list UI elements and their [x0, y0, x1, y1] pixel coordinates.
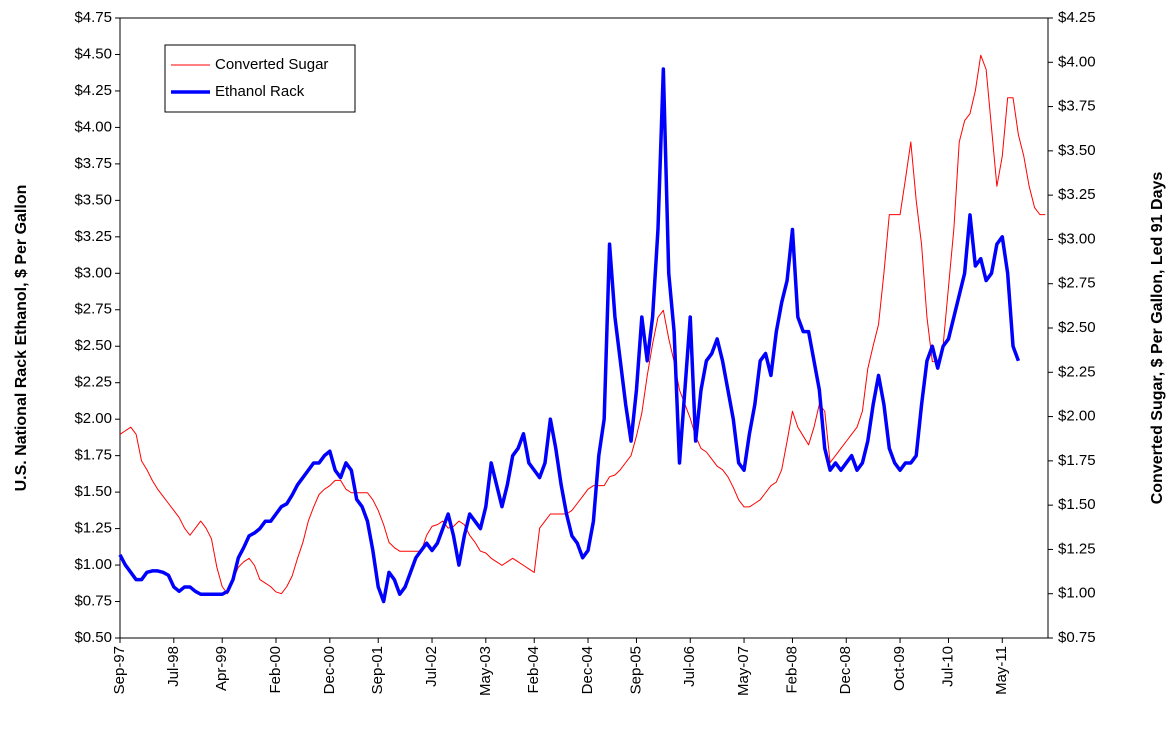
y2-tick-label: $2.75: [1058, 275, 1096, 292]
y-tick-label: $2.00: [74, 410, 112, 427]
y-tick-label: $2.25: [74, 374, 112, 391]
y2-tick-label: $2.00: [1058, 408, 1096, 425]
y2-tick-label: $4.00: [1058, 53, 1096, 70]
y2-tick-label: $3.00: [1058, 230, 1096, 247]
y-tick-label: $0.50: [74, 629, 112, 646]
y2-tick-label: $1.75: [1058, 452, 1096, 469]
series-line: [118, 67, 1021, 604]
y-tick-label: $4.00: [74, 118, 112, 135]
y2-tick-label: $0.75: [1058, 629, 1096, 646]
x-tick-label: Sep-01: [369, 646, 386, 694]
y-tick-label: $3.75: [74, 155, 112, 172]
y-tick-label: $0.75: [74, 592, 112, 609]
y-tick-label: $2.50: [74, 337, 112, 354]
y2-axis-title: Converted Sugar, $ Per Gallon, Led 91 Da…: [1149, 172, 1166, 505]
x-tick-label: May-11: [993, 646, 1010, 695]
y2-tick-label: $1.50: [1058, 496, 1096, 513]
y-tick-label: $1.25: [74, 520, 112, 537]
y-tick-label: $3.00: [74, 264, 112, 281]
y2-tick-label: $1.25: [1058, 540, 1096, 557]
x-tick-label: Dec-08: [837, 646, 854, 694]
y-tick-label: $2.75: [74, 301, 112, 318]
x-tick-label: Dec-04: [579, 646, 596, 694]
y-tick-label: $1.75: [74, 447, 112, 464]
x-tick-label: Oct-09: [891, 646, 908, 691]
y2-tick-label: $2.25: [1058, 363, 1096, 380]
legend-label: Ethanol Rack: [215, 83, 305, 100]
x-tick-label: Feb-04: [525, 646, 542, 694]
y-tick-label: $4.25: [74, 82, 112, 99]
x-tick-label: May-03: [477, 646, 494, 696]
x-tick-label: Feb-08: [783, 646, 800, 694]
y-tick-label: $1.50: [74, 483, 112, 500]
legend-box: [164, 44, 356, 113]
y2-tick-label: $3.75: [1058, 98, 1096, 115]
y-tick-label: $4.50: [74, 45, 112, 62]
y2-tick-label: $2.50: [1058, 319, 1096, 336]
y-tick-label: $4.75: [74, 9, 112, 26]
x-tick-label: Jul-10: [939, 646, 956, 687]
y-tick-label: $1.00: [74, 556, 112, 573]
x-tick-label: Sep-05: [627, 646, 644, 694]
x-tick-label: Sep-97: [111, 646, 128, 694]
y2-tick-label: $3.25: [1058, 186, 1096, 203]
x-tick-label: Dec-00: [321, 646, 338, 694]
x-tick-label: Feb-00: [267, 646, 284, 694]
x-tick-label: May-07: [735, 646, 752, 696]
x-tick-label: Jul-02: [423, 646, 440, 687]
x-tick-label: Apr-99: [213, 646, 230, 691]
y-tick-label: $3.25: [74, 228, 112, 245]
x-tick-label: Jul-06: [681, 646, 698, 687]
x-tick-label: Jul-98: [165, 646, 182, 687]
y2-tick-label: $4.25: [1058, 9, 1096, 26]
series-line: [119, 54, 1046, 595]
y2-tick-label: $1.00: [1058, 585, 1096, 602]
y-axis-title: U.S. National Rack Ethanol, $ Per Gallon: [13, 185, 30, 492]
legend-label: Converted Sugar: [215, 56, 328, 73]
y2-tick-label: $3.50: [1058, 142, 1096, 159]
y-tick-label: $3.50: [74, 191, 112, 208]
